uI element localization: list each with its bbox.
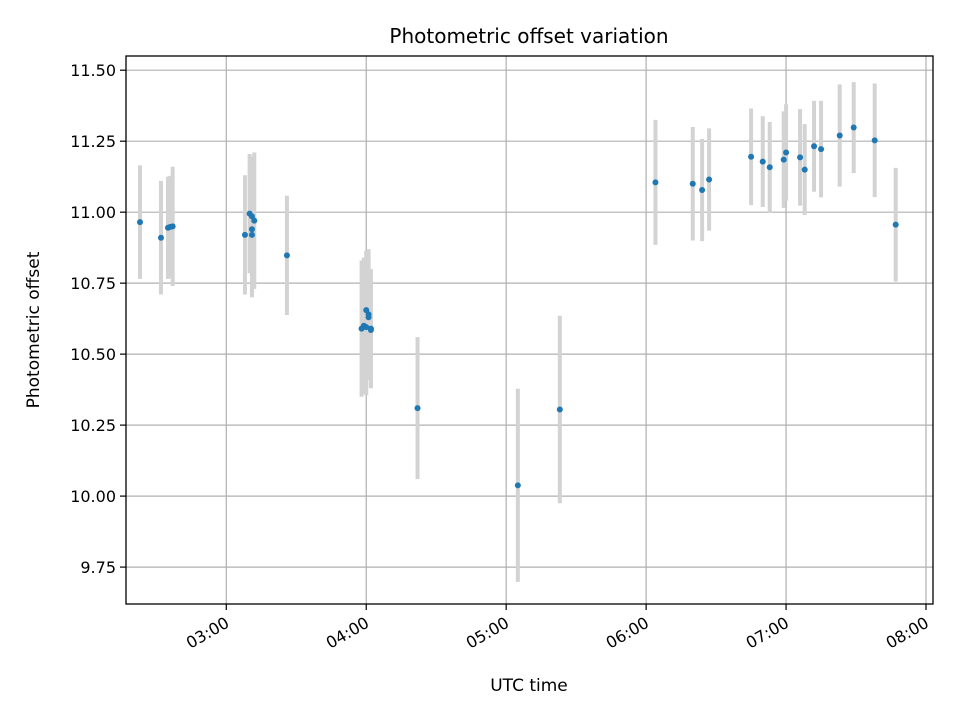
y-tick-label: 9.75 xyxy=(80,558,116,577)
x-tick-label: 05:00 xyxy=(463,613,512,653)
plot-frame xyxy=(125,55,934,605)
y-tick-label: 10.25 xyxy=(70,416,116,435)
data-point xyxy=(169,223,176,230)
data-point xyxy=(556,406,563,413)
x-tick-label: 04:00 xyxy=(323,613,372,653)
data-point xyxy=(811,143,818,150)
data-point xyxy=(836,132,843,139)
data-point xyxy=(248,226,255,233)
y-tick-label: 10.00 xyxy=(70,487,116,506)
data-point xyxy=(699,187,706,194)
data-point xyxy=(818,146,825,153)
x-tick-label: 06:00 xyxy=(603,613,652,653)
data-point xyxy=(248,231,255,238)
data-point xyxy=(241,231,248,238)
y-tick-label: 11.25 xyxy=(70,132,116,151)
y-tick-label: 10.50 xyxy=(70,345,116,364)
data-point xyxy=(365,314,372,321)
data-point xyxy=(706,176,713,183)
y-axis-label: Photometric offset xyxy=(24,251,44,408)
x-tick-label: 08:00 xyxy=(883,613,932,653)
data-point xyxy=(783,149,790,156)
data-point xyxy=(689,180,696,187)
data-point xyxy=(251,217,258,224)
x-axis-label: UTC time xyxy=(490,676,568,696)
data-point xyxy=(367,327,374,333)
data-point xyxy=(748,153,755,160)
data-point xyxy=(801,166,808,173)
data-point xyxy=(652,179,659,186)
data-point xyxy=(766,164,773,171)
data-point xyxy=(759,158,766,165)
data-point xyxy=(157,234,164,241)
data-point xyxy=(363,324,370,331)
data-point xyxy=(797,154,804,161)
data-point xyxy=(514,482,521,489)
y-tick-label: 10.75 xyxy=(70,274,116,293)
x-tick-label: 03:00 xyxy=(183,613,232,653)
data-point xyxy=(780,156,787,163)
data-point xyxy=(892,221,899,228)
y-tick-label: 11.00 xyxy=(70,203,116,222)
data-points xyxy=(136,124,899,489)
data-point xyxy=(850,124,857,131)
grid-lines xyxy=(126,56,933,604)
data-point xyxy=(871,137,878,144)
x-axis-ticks: 03:00 04:00 05:00 06:00 07:00 08:00 xyxy=(183,604,932,653)
y-tick-label: 11.50 xyxy=(70,61,116,80)
x-tick-label: 07:00 xyxy=(743,613,792,653)
y-axis-ticks: 9.75 10.00 10.25 10.50 10.75 11.00 11.25 11.50 xyxy=(70,61,126,577)
data-point xyxy=(136,219,143,226)
data-point xyxy=(283,252,290,259)
data-point xyxy=(414,405,421,412)
chart-title: Photometric offset variation xyxy=(389,24,668,48)
